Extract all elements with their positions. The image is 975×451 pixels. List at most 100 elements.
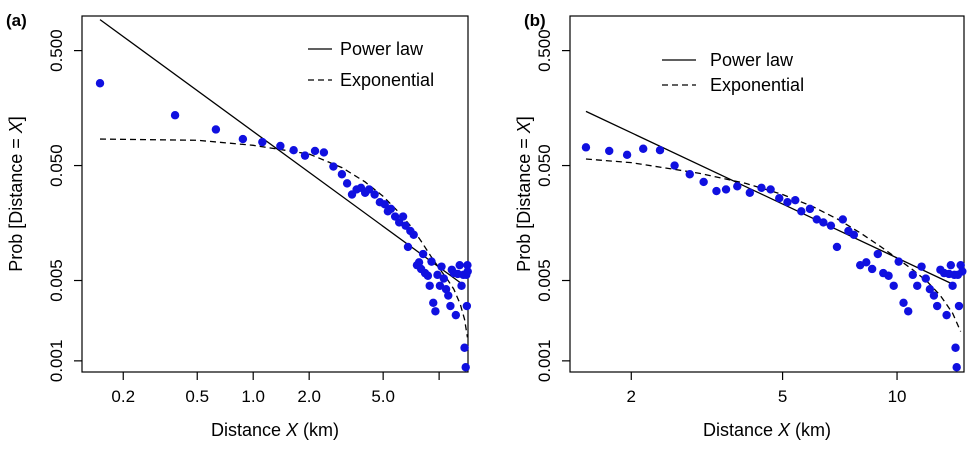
panel-b-x-tick-label: 5 [778, 387, 787, 406]
panel-a-y-tick-label: 0.500 [47, 29, 66, 72]
panel-a-data-point [342, 179, 352, 188]
panel-b-data-point [757, 183, 766, 193]
panel-b-data-point [908, 270, 917, 280]
panel-a-data-point [418, 249, 428, 259]
panel-a-x-tick-label: 1.0 [241, 387, 265, 406]
panel-a-legend-exponential-label: Exponential [340, 70, 434, 90]
panel-a-legend-power-law-label: Power law [340, 39, 424, 59]
panel-b-data-point [670, 161, 679, 170]
panel-a-data-point [431, 307, 440, 316]
panel-b-y-tick-label: 0.001 [535, 340, 554, 383]
panel-b-legend-exponential-label: Exponential [710, 75, 804, 95]
panel-b-plot-frame [569, 15, 965, 373]
panel-a-power-law-line [99, 19, 465, 287]
panel-b-data-point [605, 146, 614, 156]
panel-b-y-tick-label: 0.050 [535, 144, 554, 187]
panel-b-x-tick-label: 2 [627, 387, 636, 406]
panel-b-y-tick-label: 0.005 [535, 259, 554, 302]
panel-a-data-point [437, 262, 446, 271]
panel-a-y-tick-label: 0.001 [47, 340, 66, 383]
panel-b-exponential-line [585, 158, 962, 332]
panel-b-data-point [775, 194, 784, 203]
panel-b-data-point [766, 185, 775, 194]
panel-a-data-point [439, 274, 449, 283]
panel-b-data-point [639, 144, 648, 153]
panel-b-data-point [942, 310, 951, 320]
panel-a-data-point [425, 281, 434, 290]
panel-b-data-point [699, 177, 708, 187]
panel-b-data-point [954, 301, 964, 311]
panel-a-data-point [455, 260, 464, 270]
panel-a-data-point [423, 271, 433, 280]
panel-b-data-point [958, 267, 967, 276]
panel-a-data-point [427, 257, 436, 266]
panel-a-data-point [463, 267, 472, 276]
panel-b-data-point [917, 262, 926, 271]
panel-b-data-point [832, 242, 842, 252]
panel-a-data-point [463, 260, 472, 270]
panel-a-data-point [435, 281, 445, 290]
panel-a-data-point [409, 230, 418, 239]
panel-b-data-point [838, 215, 847, 224]
panel-b-label: (b) [524, 11, 546, 30]
panel-b-data-point [745, 188, 755, 197]
panel-a-y-tick-label: 0.005 [47, 259, 66, 302]
panel-a-data-point [462, 301, 472, 311]
panel-b-data-point [819, 218, 828, 227]
panel-a-data-point [170, 111, 180, 120]
panel-b-data-point [791, 195, 800, 205]
panel-a-x-tick-label: 0.2 [111, 387, 135, 406]
panel-b-data-point [826, 221, 836, 230]
panel-a-data-point [329, 162, 338, 171]
panel-b-data-point [812, 215, 821, 224]
panel-a-y-tick-label: 0.050 [47, 144, 66, 187]
panel-b-data-point [873, 249, 883, 259]
panel-b-data-point [685, 170, 694, 179]
panel-a-data-point [461, 363, 470, 372]
panel-a-data-point [310, 146, 320, 156]
panel-a-y-axis-label: Prob [Distance = X] [6, 116, 26, 272]
panel-a-data-point [414, 258, 424, 267]
panel-a-data-point [451, 310, 461, 320]
panel-a-data-point [258, 137, 267, 147]
panel-a-data-point [337, 170, 347, 179]
panel-b-data-point [712, 186, 721, 196]
panel-b-data-point [622, 150, 632, 160]
panel-b-data-point [862, 258, 871, 267]
panel-b-x-tick-label: 10 [888, 387, 907, 406]
panel-a-plot-frame [81, 15, 469, 373]
panel-a-data-point [446, 301, 455, 311]
panel-a-data-point [444, 291, 453, 300]
panel-a-data-point [457, 281, 466, 290]
panel-b-data-point [899, 298, 908, 307]
panel-b-data-point [894, 257, 903, 266]
panel-b-data-point [797, 207, 806, 216]
panel-b-data-point [946, 260, 956, 270]
panel-b-data-point [951, 343, 960, 352]
panel-b-power-law-line [585, 110, 957, 287]
panel-b-data-point [904, 307, 913, 316]
panel-a-data-point [460, 343, 469, 352]
panel-b-data-point [952, 363, 961, 372]
panel-b-data-point [733, 182, 742, 191]
panel-a-data-point [433, 270, 442, 280]
panel-a-data-point [380, 200, 389, 209]
panel-a-data-point [441, 285, 451, 294]
panel-b-data-point [929, 291, 939, 300]
panel-b-data-point [805, 204, 815, 214]
panel-a-data-point [95, 79, 105, 88]
panel-a-data-point [276, 141, 285, 151]
panel-a-data-point [403, 242, 413, 252]
panel-b-data-point [884, 271, 893, 280]
panel-a-x-axis-label: Distance X (km) [211, 420, 339, 440]
panel-b-data-point [889, 281, 898, 290]
panel-a-x-tick-label: 5.0 [371, 387, 395, 406]
panel-b-legend-power-law-label: Power law [710, 50, 794, 70]
panel-b-data-point [721, 185, 731, 194]
panel-a-data-point [238, 134, 248, 144]
panel-b-data-point [921, 274, 930, 283]
panel-b-data-point [849, 230, 859, 239]
panel-a-data-point [386, 204, 396, 214]
panel-a-data-point [300, 151, 310, 160]
